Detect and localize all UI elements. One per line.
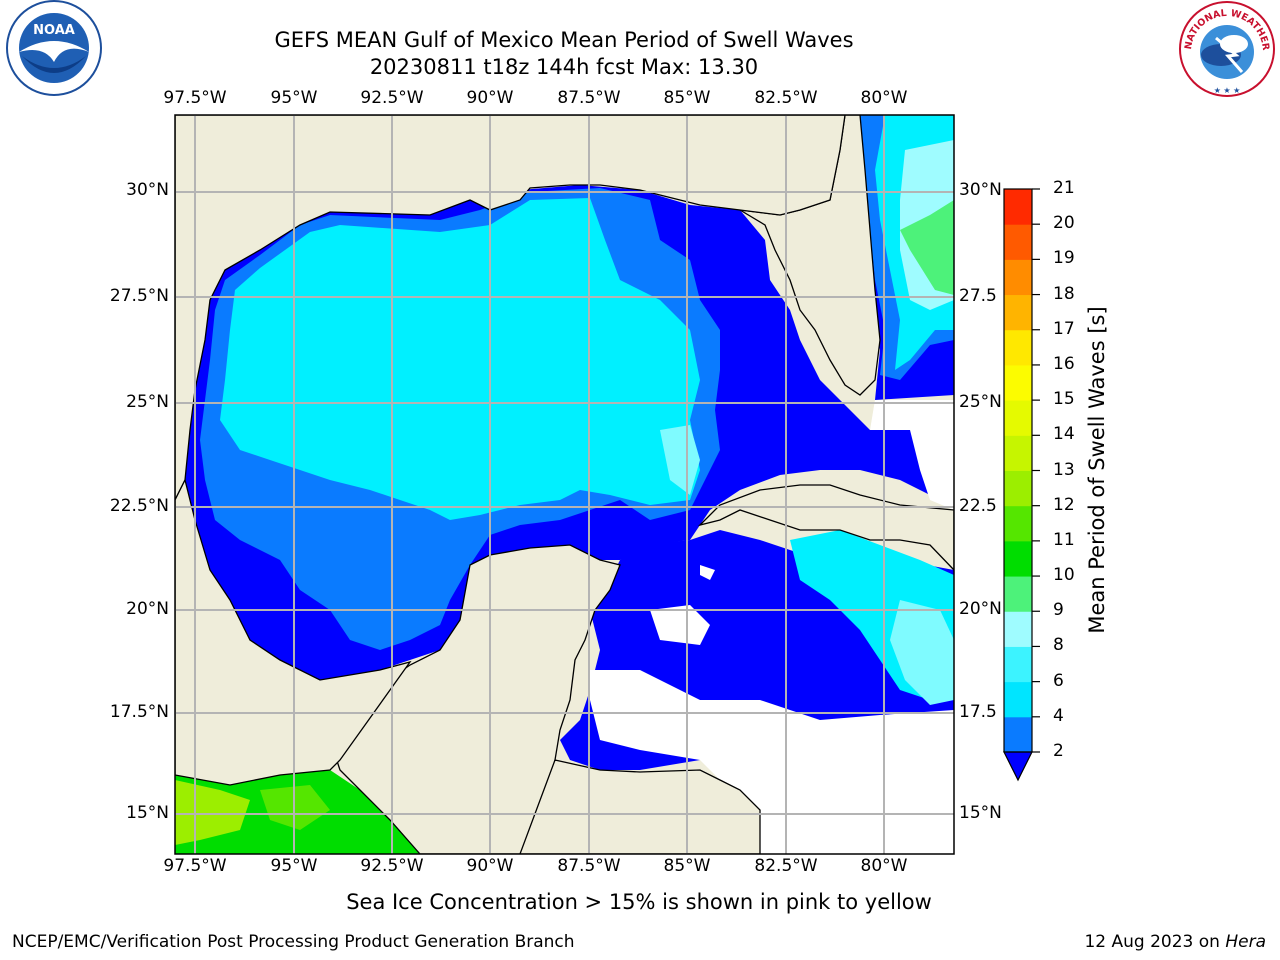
colorbar-band <box>1004 681 1032 718</box>
lat-tick-label-right: 27.5 <box>959 286 997 306</box>
colorbar-band <box>1004 329 1032 366</box>
colorbar-band <box>1004 646 1032 683</box>
lon-tick-label-top: 80°W <box>860 88 908 108</box>
colorbar-tick-label: 18 <box>1053 283 1075 304</box>
colorbar-band <box>1004 224 1032 260</box>
lon-tick-label-bottom: 90°W <box>466 856 514 876</box>
no-data-area <box>590 670 954 854</box>
caribbean-swell-region-light-cyan <box>890 600 954 705</box>
lon-tick-label-bottom: 95°W <box>270 856 318 876</box>
colorbar-band <box>1004 576 1032 612</box>
colorbar-tick-label: 2 <box>1053 741 1064 761</box>
lat-tick-label-left: 22.5°N <box>109 496 169 516</box>
colorbar-tick-label: 14 <box>1053 424 1075 445</box>
footer-date-text: 12 Aug 2023 on <box>1084 932 1220 952</box>
colorbar-band <box>1004 540 1032 577</box>
map-frame <box>174 114 955 855</box>
mexico-west-coast <box>175 478 412 786</box>
lat-tick-label-right: 30°N <box>959 180 1002 200</box>
lat-tick-label-left: 17.5°N <box>109 702 169 722</box>
lon-tick-label-bottom: 97.5°W <box>163 856 227 876</box>
lat-tick-label-right: 22.5 <box>959 496 997 516</box>
colorbar-band <box>1004 400 1032 436</box>
colorbar-tick-label: 19 <box>1053 248 1075 269</box>
colorbar-tick-label: 9 <box>1053 600 1064 621</box>
colorbar-tick-label: 21 <box>1053 178 1075 198</box>
lon-tick-label-top: 82.5°W <box>754 88 818 108</box>
colorbar-tick-label: 11 <box>1053 529 1075 550</box>
us-gulf-coast <box>175 115 846 501</box>
colorbar-tick-label: 16 <box>1053 353 1075 374</box>
lon-tick-label-bottom: 85°W <box>663 856 711 876</box>
lon-tick-label-top: 90°W <box>466 88 514 108</box>
colorbar-band <box>1004 294 1032 331</box>
colorbar-tick-label: 20 <box>1053 213 1075 234</box>
nws-logo: NATIONAL WEATHER SERVICE ★ ★ ★ <box>1176 0 1275 97</box>
colorbar-tick-label: 10 <box>1053 565 1075 586</box>
atlantic-swell-region-green <box>900 200 954 295</box>
noaa-logo-text: NOAA <box>33 23 75 38</box>
noaa-logo: NOAA <box>6 0 102 96</box>
no-data-area <box>650 605 710 645</box>
lat-tick-label-left: 30°N <box>126 180 169 200</box>
colorbar-tick-label: 12 <box>1053 494 1075 515</box>
central-america <box>519 759 761 854</box>
lon-tick-label-top: 87.5°W <box>557 88 621 108</box>
footer-machine: Hera <box>1225 932 1266 952</box>
colorbar-tick-label: 15 <box>1053 389 1075 410</box>
lon-tick-label-top: 95°W <box>270 88 318 108</box>
colorbar-tick-label: 13 <box>1053 459 1075 480</box>
colorbar-band <box>1004 470 1032 507</box>
colorbar-band <box>1004 716 1032 753</box>
lon-tick-label-bottom: 87.5°W <box>557 856 621 876</box>
lat-tick-label-right: 25°N <box>959 392 1002 412</box>
lat-tick-label-left: 27.5°N <box>109 286 169 306</box>
lon-tick-label-top: 85°W <box>663 88 711 108</box>
no-data-area <box>870 400 954 510</box>
lat-tick-label-left: 20°N <box>126 599 169 619</box>
lon-tick-label-top: 97.5°W <box>163 88 227 108</box>
gulf-swell-region-light-cyan <box>660 425 700 495</box>
colorbar-tick-label: 8 <box>1053 635 1064 656</box>
colorbar-band <box>1004 259 1032 296</box>
colorbar-band <box>1004 364 1032 401</box>
sea-ice-note: Sea Ice Concentration > 15% is shown in … <box>346 890 932 914</box>
gulf-swell-region-cyan <box>220 198 700 520</box>
colorbar-tick-label: 6 <box>1053 670 1064 691</box>
lat-tick-label-left: 15°N <box>126 803 169 823</box>
lat-tick-label-right: 20°N <box>959 599 1002 619</box>
lon-tick-label-bottom: 92.5°W <box>360 856 424 876</box>
colorbar-band <box>1004 505 1032 542</box>
lat-tick-label-left: 25°N <box>126 392 169 412</box>
colorbar-band <box>1004 189 1032 225</box>
colorbar-band <box>1004 611 1032 647</box>
lat-tick-label-right: 15°N <box>959 803 1002 823</box>
colorbar-tick-label: 17 <box>1053 318 1075 339</box>
colorbar-band <box>1004 435 1032 471</box>
footer-date: 12 Aug 2023 on Hera <box>1084 932 1266 952</box>
footer-credit: NCEP/EMC/Verification Post Processing Pr… <box>12 932 575 952</box>
lat-tick-label-right: 17.5 <box>959 702 997 722</box>
lon-tick-label-top: 92.5°W <box>360 88 424 108</box>
lon-tick-label-bottom: 82.5°W <box>754 856 818 876</box>
colorbar-min-extend <box>1003 751 1033 782</box>
svg-text:★ ★ ★: ★ ★ ★ <box>1214 86 1241 95</box>
chart-title: GEFS MEAN Gulf of Mexico Mean Period of … <box>274 28 854 52</box>
map-grid <box>175 115 954 854</box>
pacific-swell-region-yellow-green <box>175 780 250 845</box>
no-data-area <box>700 565 715 580</box>
colorbar-tick-label: 4 <box>1053 705 1064 726</box>
colorbar-label: Mean Period of Swell Waves [s] <box>1085 306 1109 634</box>
lon-tick-label-bottom: 80°W <box>860 856 908 876</box>
chart-subtitle: 20230811 t18z 144h fcst Max: 13.30 <box>369 55 759 79</box>
